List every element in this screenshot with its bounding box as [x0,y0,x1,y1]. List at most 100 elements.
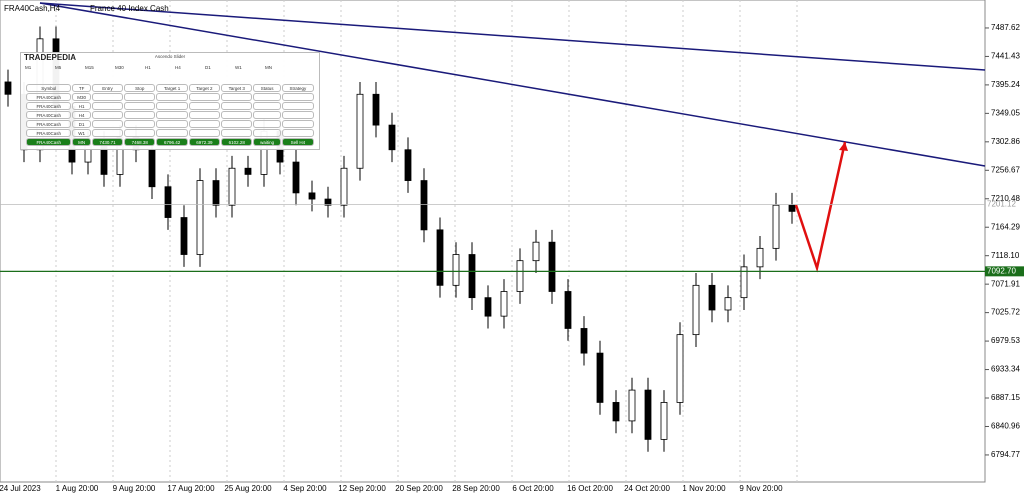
y-tick-label: 7302.86 [991,137,1020,146]
candle-body [404,149,412,181]
candle-body [356,93,364,169]
x-tick-label: 6 Oct 20:00 [512,484,554,493]
timeframe: M5 [55,65,62,70]
x-tick-label: 4 Sep 20:00 [283,484,327,493]
y-tick-label: 7441.43 [991,52,1020,61]
x-tick-label: 24 Oct 20:00 [624,484,670,493]
candle-body [772,204,780,249]
candle-body [532,241,540,262]
table-cell: FRA40Cash [26,129,72,137]
timeframe: W1 [235,65,242,70]
table-cell [281,93,314,101]
candle-body [708,284,716,311]
candle-body [516,260,524,292]
x-tick-label: 9 Aug 20:00 [113,484,156,493]
table-cell: waiting [253,138,281,146]
table-cell [221,93,253,101]
candle-body [340,167,348,206]
candle-body [452,254,460,286]
header-row: Symbol TF Entry Stop Target 1 Target 2 Target … [26,84,314,92]
candle-body [596,352,604,403]
table-cell [188,111,221,119]
table-cell [91,111,124,119]
table-row: FRA40Cash D1 [26,120,314,128]
table-cell: 6796.42 [156,138,188,146]
header-cell: Status [253,84,281,92]
table-cell [281,102,314,110]
timeframe: D1 [205,65,211,70]
table-cell [281,111,314,119]
table-cell: MN [72,138,91,146]
candle-body [724,297,732,311]
table-cell [253,129,281,137]
table-cell [281,129,314,137]
candle-body [740,266,748,299]
y-tick-label: 6840.96 [991,422,1020,431]
table-cell: FRA40Cash [26,102,72,110]
y-tick-label: 7210.48 [991,194,1020,203]
header-cell: Entry [91,84,124,92]
candle-body [180,217,188,255]
table-cell: H4 [72,111,91,119]
table-cell [253,93,281,101]
candle-body [548,241,556,292]
candle-body [420,180,428,231]
table-cell: D1 [72,120,91,128]
candle-body [484,297,492,317]
x-tick-label: 1 Nov 20:00 [682,484,726,493]
arrow-head [839,142,848,151]
price-tag-label: 7092.70 [987,266,1016,275]
timeframe: M30 [115,65,124,70]
table-cell [124,102,156,110]
indicator-panel: TRADEPEDIA Ascendo Slider M1 M5 M15 M30 H1 H4… [20,52,320,150]
table-cell [221,111,253,119]
table-cell [253,102,281,110]
candle-body [372,93,380,126]
table-cell [221,120,253,128]
candle-body [244,167,252,175]
candle-body [612,402,620,422]
logo: TRADEPEDIA [24,53,77,62]
header-cell: Symbol [26,84,72,92]
x-tick-label: 25 Aug 20:00 [224,484,272,493]
candle-body [660,402,668,440]
table-cell [188,129,221,137]
table-cell: FRA40Cash [26,111,72,119]
table-row: FRA40Cash H1 [26,102,314,110]
x-tick-label: 1 Aug 20:00 [56,484,99,493]
y-tick-label: 6887.15 [991,393,1020,402]
candle-body [228,167,236,206]
x-tick-label: 16 Oct 20:00 [567,484,613,493]
y-tick-label: 6794.77 [991,450,1020,459]
table-cell: Sell H4 [281,138,314,146]
timeframe: M15 [85,65,94,70]
trendline [39,2,986,167]
header-cell: Target 3 [221,84,253,92]
header-cell: Target 2 [188,84,221,92]
table-cell: 6102.28 [221,138,253,146]
grid [55,0,798,482]
y-tick-label: 7256.67 [991,165,1020,174]
table-cell [281,120,314,128]
table-cell [156,120,188,128]
y-tick-label: 7025.72 [991,308,1020,317]
candle-body [308,192,316,200]
table-row: FRA40Cash M30 [26,93,314,101]
signal-table: Symbol TF Entry Stop Target 1 Target 2 Target … [25,83,315,147]
table-cell [156,129,188,137]
table-cell [221,129,253,137]
y-tick-label: 7349.05 [991,108,1020,117]
table-cell: FRA40Cash [26,138,72,146]
candle-body [292,161,300,194]
table-cell [156,102,188,110]
table-cell [156,111,188,119]
y-tick-label: 7118.10 [991,251,1020,260]
candle-body [212,180,220,206]
x-tick-label: 12 Sep 20:00 [338,484,386,493]
candle-body [324,198,332,206]
table-cell: M30 [72,93,91,101]
table-cell [188,93,221,101]
y-tick-label: 6979.53 [991,336,1020,345]
